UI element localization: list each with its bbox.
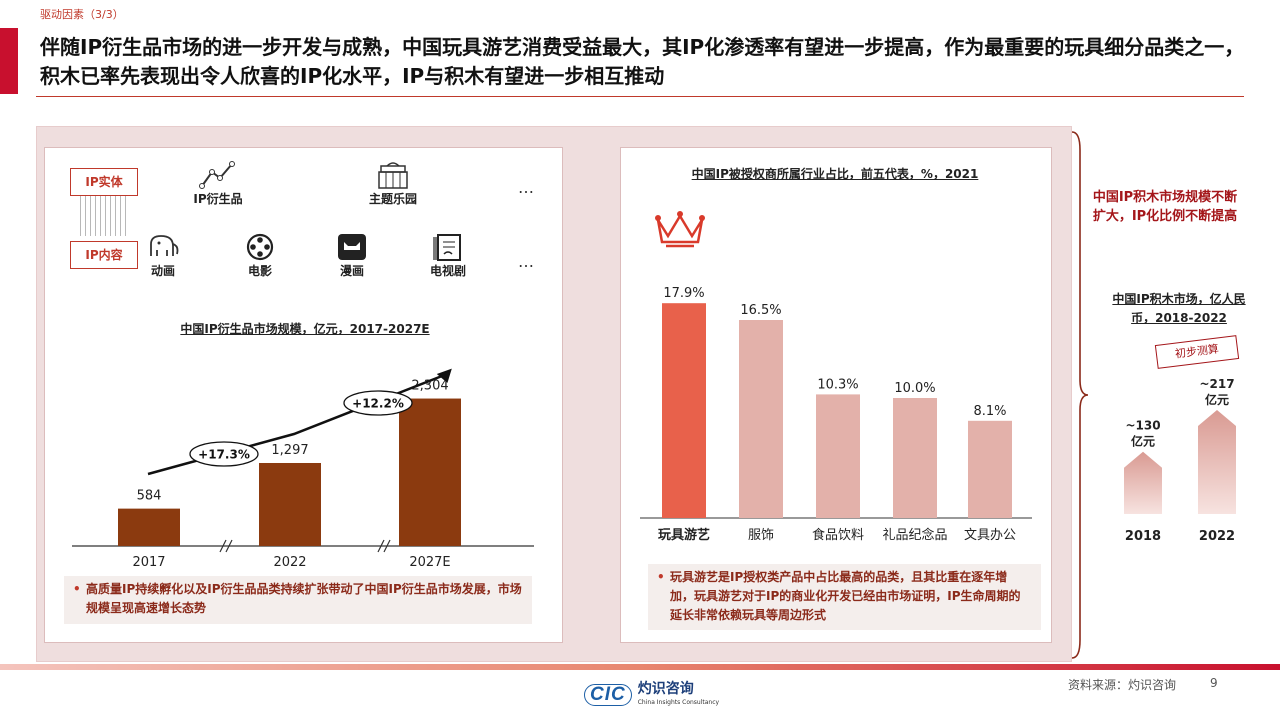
chart1-bar [118,508,180,546]
comic-cat-icon [338,234,366,260]
chart1-x-tick: 2022 [273,555,306,570]
chart3-value-label: ~217 [1199,377,1234,391]
ip-entity-derivatives-label: IP衍生品 [193,192,243,206]
chart2-x-tick: 礼品纪念品 [882,527,947,543]
ip-content-ellipsis: … [518,252,534,271]
chart2-svg: 17.9% 玩具游艺 16.5% 服饰 10.3% 食品饮料 10.0% 礼品纪念品 8.1% 文… [640,286,1032,543]
brace-icon [1071,131,1089,659]
logo-en: China Insights Consultancy [637,699,720,706]
ip-connector-stripes [80,196,126,236]
tv-script-icon [433,234,461,261]
ip-content-animation-label: 动画 [150,264,175,278]
chart2-bar [816,394,860,518]
left-note: • 高质量IP持续孵化以及IP衍生品品类持续扩张带动了中国IP衍生品市场发展，市… [64,576,532,624]
right-note: • 玩具游艺是IP授权类产品中占比最高的品类，且其比重在逐年增加，玩具游艺对于I… [648,564,1041,630]
chart3-x-tick: 2022 [1199,529,1235,544]
chart3-value-label: ~130 [1125,419,1160,433]
logo-mark: CIC [584,683,632,706]
chart3-arrow-bar [1198,410,1236,514]
left-note-text: 高质量IP持续孵化以及IP衍生品品类持续扩张带动了中国IP衍生品市场发展，市场规… [86,582,522,615]
chart1-bar [399,398,461,546]
chart1-value-label: 1,297 [271,443,308,458]
elephant-icon [150,235,179,256]
chart1-axis-break [383,539,391,553]
bullet-icon: • [657,570,665,584]
chart2-title: 中国IP被授权商所属行业占比，前五代表，%，2021 [691,167,979,181]
ip-entity-ellipsis: … [518,178,534,197]
ip-content-comics: 漫画 [302,232,402,279]
title-accent-bar [0,28,18,94]
chart2-value-label: 10.0% [894,381,935,396]
chart3-title: 中国IP积木市场，亿人民币，2018-2022 [1112,292,1246,325]
chart2-value-label: 10.3% [817,377,858,392]
ip-content-comics-label: 漫画 [339,264,364,278]
left-card [44,147,563,643]
chart1-svg: 584 2017 1,297 2022 2,304 2027E +17.3% +12.2% [72,368,534,570]
chart2-bar [893,398,937,518]
ip-content-movie-label: 电影 [247,264,272,278]
section-tag: 驱动因素（3/3） [40,8,124,21]
chart1-axis-break [225,539,233,553]
chart1-value-label: 2,304 [411,379,448,394]
chart1-axis-break [219,539,227,553]
ip-content-animation: 动画 [113,232,213,279]
trend-line-icon [199,161,235,189]
ip-content-tv-label: 电视剧 [429,264,466,278]
title-divider [36,96,1244,97]
ip-content-tv: 电视剧 [398,232,498,279]
chart1-title: 中国IP衍生品市场规模，亿元，2017-2027E [180,322,430,336]
ip-content-label: IP内容 [70,241,138,269]
chart1-trend-arrow [147,374,443,476]
chart1-bar [259,462,321,546]
chart2-x-tick: 文具办公 [964,528,1016,543]
chart2-x-tick: 食品饮料 [812,527,864,543]
chart2-value-label: 17.9% [663,286,704,301]
chart2-x-tick: 服饰 [748,528,774,543]
chart2-x-tick: 玩具游艺 [658,527,710,543]
chart1-cagr-bubble [189,441,259,467]
bullet-icon: • [73,582,81,596]
page-number: 9 [1210,676,1218,690]
chart3-value-label: 亿元 [1131,434,1155,449]
ip-content-movie: 电影 [210,232,310,279]
chart2-bar [662,303,706,518]
company-logo: CIC 灼识咨询 China Insights Consultancy [584,681,719,708]
right-note-text: 玩具游艺是IP授权类产品中占比最高的品类，且其比重在逐年增加，玩具游艺对于IP的… [670,570,1021,622]
chart3-x-tick: 2018 [1125,529,1161,544]
estimate-stamp: 初步测算 [1154,335,1240,369]
footer-gradient-line [0,664,1280,670]
chart1-cagr-label: +17.3% [198,448,250,462]
crown-icon [655,211,705,248]
chart1-x-tick: 2017 [132,555,165,570]
ip-entity-label: IP实体 [70,168,138,196]
chart2-value-label: 16.5% [740,303,781,318]
callout-text: 中国IP积木市场规模不断扩大，IP化比例不断提高 [1092,190,1238,224]
chart1-value-label: 584 [137,489,162,504]
chart2-value-label: 8.1% [973,404,1006,419]
chart2-bar [739,320,783,518]
theme-park-icon [378,162,408,189]
chart1-x-tick: 2027E [409,555,450,570]
chart1-cagr-bubble [343,390,413,416]
chart1-axis-break [377,539,385,553]
ip-entity-theme-park-label: 主题乐园 [368,192,417,206]
chart3-value-label: 亿元 [1205,392,1229,407]
page-title: 伴随IP衍生品市场的进一步开发与成熟，中国玩具游艺消费受益最大，其IP化渗透率有… [40,35,1245,88]
logo-cn: 灼识咨询 [637,681,694,697]
ip-entity-theme-park: 主题乐园 [343,160,443,207]
chart1-arrow-head [436,368,452,383]
source-note: 资料来源：灼识咨询 [1068,678,1177,692]
chart1-cagr-label: +12.2% [352,397,404,411]
chart2-bar [968,420,1012,518]
film-reel-icon [246,233,274,261]
ip-entity-derivatives: IP衍生品 [168,160,268,207]
chart3-arrow-bar [1124,451,1162,514]
